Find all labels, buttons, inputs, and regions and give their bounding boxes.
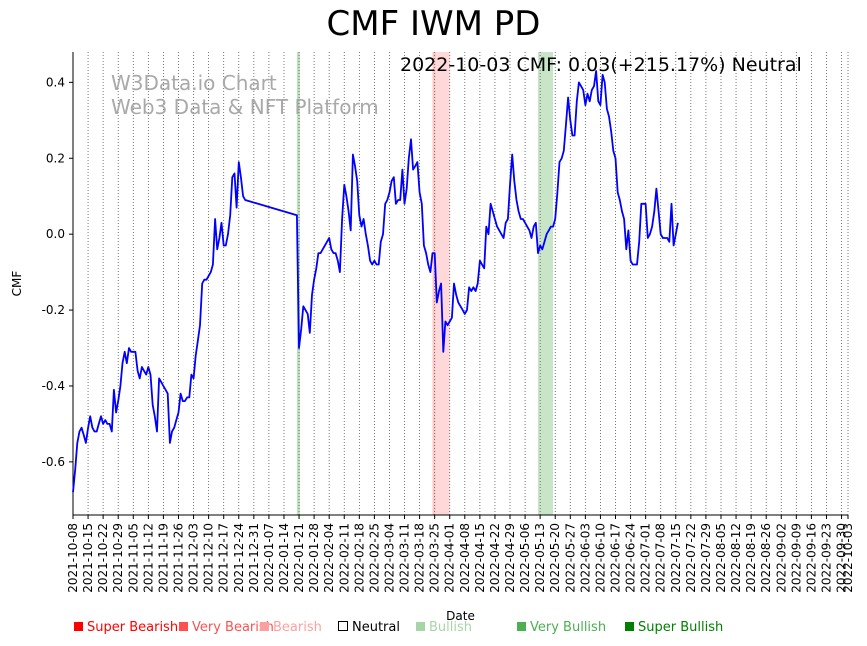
x-tick-label: 2022-04-15	[473, 523, 487, 593]
y-tick-label: -0.6	[42, 455, 65, 469]
x-tick-label: 2022-04-01	[443, 523, 457, 593]
x-tick-label: 2022-09-16	[804, 523, 818, 593]
x-tick-label: 2022-01-21	[292, 523, 306, 593]
y-tick-label: 0.4	[46, 75, 65, 89]
sentiment-region	[538, 52, 554, 515]
cmf-series-line	[72, 70, 679, 493]
y-tick-label: 0.2	[46, 151, 65, 165]
x-tick-label: 2021-10-29	[111, 523, 125, 593]
x-tick-label: 2022-06-24	[624, 523, 638, 593]
chart-title: CMF IWM PD	[326, 4, 541, 44]
legend-item-bearish: Bearish	[260, 620, 322, 635]
latest-value-annotation: 2022-10-03 CMF: 0.03(+215.17%) Neutral	[400, 54, 802, 76]
x-tick-label: 2022-04-08	[458, 523, 472, 593]
legend-swatch	[416, 622, 425, 631]
x-tick-label: 2021-10-08	[66, 523, 80, 593]
x-tick-label: 2022-02-11	[337, 523, 351, 593]
x-tick-label: 2022-03-11	[398, 523, 412, 593]
legend-item-neutral: Neutral	[338, 620, 400, 635]
legend-item-very-bearish: Very Bearish	[179, 620, 274, 635]
y-tick-label: -0.4	[42, 379, 65, 393]
x-tick-label: 2022-09-09	[789, 523, 803, 593]
x-tick-label: 2022-02-04	[322, 523, 336, 593]
legend-item-super-bullish: Super Bullish	[625, 620, 723, 635]
watermark-line-2: Web3 Data & NFT Platform	[111, 95, 379, 119]
x-tick-label: 2021-12-17	[217, 523, 231, 593]
x-tick-label: 2022-01-28	[307, 523, 321, 593]
y-axis-label: CMF	[10, 271, 24, 297]
x-tick-label: 2022-06-03	[578, 523, 592, 593]
x-tick-label: 2022-01-07	[262, 523, 276, 593]
x-tick-label: 2022-07-29	[699, 523, 713, 593]
x-tick-label: 2021-12-10	[202, 523, 216, 593]
x-tick-label: 2022-09-23	[819, 523, 833, 593]
x-tick-label: 2022-08-05	[714, 523, 728, 593]
x-tick-label: 2022-08-19	[744, 523, 758, 593]
x-tick-label: 2022-01-14	[277, 523, 291, 593]
legend-swatch	[179, 622, 188, 631]
x-tick-label: 2022-04-22	[488, 523, 502, 593]
x-tick-label: 2021-10-22	[96, 523, 110, 593]
x-tick-label: 2022-05-27	[563, 523, 577, 593]
x-tick-label: 2021-11-05	[126, 523, 140, 593]
x-tick-label: 2022-07-08	[654, 523, 668, 593]
x-tick-label: 2021-11-19	[156, 523, 170, 593]
sentiment-region	[434, 52, 450, 515]
legend-swatch	[625, 622, 634, 631]
watermark-line-1: W3Data.io Chart	[111, 71, 277, 95]
x-tick-label: 2022-07-22	[684, 523, 698, 593]
sentiment-region	[432, 52, 436, 515]
legend-swatch	[338, 621, 348, 631]
x-tick-label: 2022-05-06	[518, 523, 532, 593]
legend-item-super-bearish: Super Bearish	[74, 620, 178, 635]
x-tick-label: 2021-12-31	[247, 523, 261, 593]
x-tick-label: 2022-06-10	[593, 523, 607, 593]
x-tick-label: 2022-03-04	[382, 523, 396, 593]
x-tick-label: 2021-11-12	[141, 523, 155, 593]
legend-item-very-bullish: Very Bullish	[517, 620, 606, 635]
x-tick-label: 2022-03-18	[413, 523, 427, 593]
x-tick-label: 2022-10-03	[841, 523, 855, 593]
y-tick-label: 0.0	[46, 227, 65, 241]
legend-swatch	[260, 622, 269, 631]
x-axis-label: Date	[446, 609, 475, 623]
x-tick-label: 2022-07-01	[639, 523, 653, 593]
x-tick-label: 2021-12-24	[232, 523, 246, 593]
legend-swatch	[517, 622, 526, 631]
legend-item-bullish: Bullish	[416, 620, 472, 635]
x-tick-label: 2022-08-26	[759, 523, 773, 593]
x-tick-label: 2022-05-20	[548, 523, 562, 593]
x-tick-label: 2021-12-03	[187, 523, 201, 593]
x-tick-label: 2022-08-12	[729, 523, 743, 593]
x-tick-label: 2022-04-29	[503, 523, 517, 593]
x-tick-label: 2022-09-02	[774, 523, 788, 593]
x-tick-label: 2022-02-18	[352, 523, 366, 593]
legend-swatch	[74, 622, 83, 631]
y-tick-label: -0.2	[42, 303, 65, 317]
x-tick-label: 2022-07-15	[669, 523, 683, 593]
x-tick-label: 2021-10-15	[81, 523, 95, 593]
x-tick-label: 2022-03-25	[428, 523, 442, 593]
x-tick-label: 2022-05-13	[533, 523, 547, 593]
x-tick-label: 2022-02-25	[367, 523, 381, 593]
x-tick-label: 2021-11-26	[171, 523, 185, 593]
x-tick-label: 2022-09-30	[835, 523, 849, 593]
x-tick-label: 2022-06-17	[609, 523, 623, 593]
